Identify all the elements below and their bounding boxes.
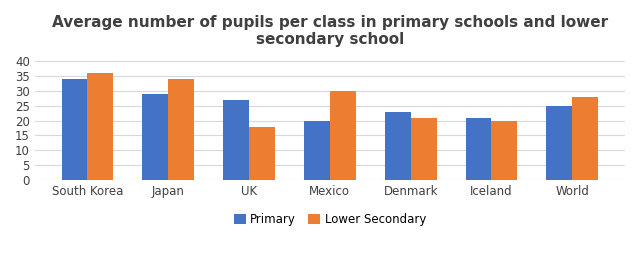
Legend: Primary, Lower Secondary: Primary, Lower Secondary bbox=[229, 208, 431, 230]
Bar bbox=[61, 79, 88, 180]
Bar bbox=[411, 118, 436, 180]
Bar bbox=[492, 121, 517, 180]
Bar bbox=[330, 91, 356, 180]
Bar bbox=[572, 97, 598, 180]
Bar bbox=[88, 73, 113, 180]
Bar bbox=[304, 121, 330, 180]
Bar bbox=[249, 126, 275, 180]
Bar bbox=[168, 79, 194, 180]
Bar bbox=[223, 100, 249, 180]
Bar bbox=[466, 118, 492, 180]
Bar bbox=[547, 106, 572, 180]
Bar bbox=[142, 94, 168, 180]
Bar bbox=[385, 112, 411, 180]
Title: Average number of pupils per class in primary schools and lower
secondary school: Average number of pupils per class in pr… bbox=[52, 15, 608, 47]
